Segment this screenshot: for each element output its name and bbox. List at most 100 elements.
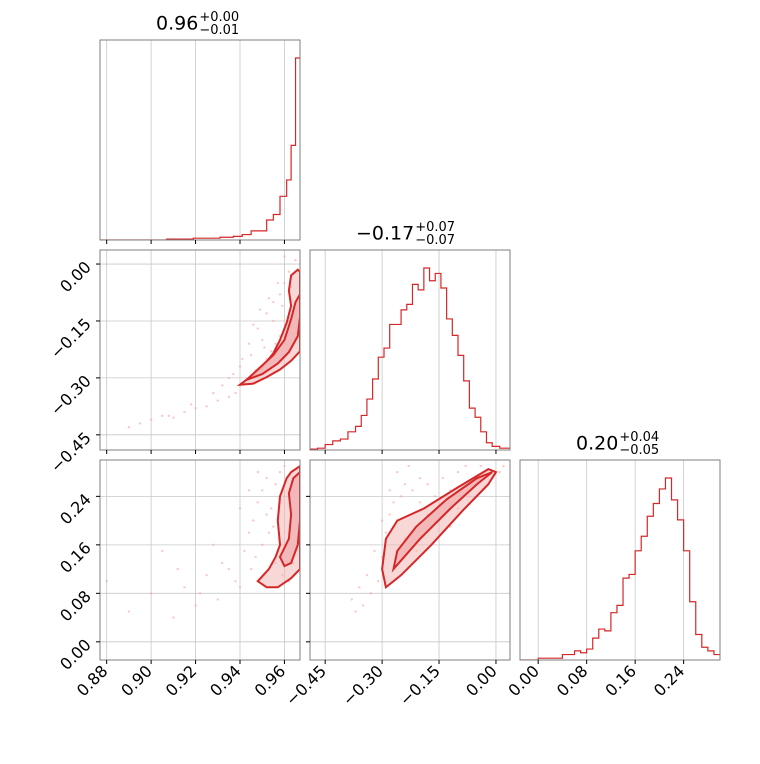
scatter-point — [365, 573, 369, 577]
scatter-point — [256, 470, 259, 474]
scatter-point — [138, 422, 142, 425]
scatter-point — [247, 342, 251, 345]
scatter-point — [227, 376, 231, 380]
scatter-point — [267, 531, 271, 534]
scatter-point — [294, 259, 297, 262]
scatter-point — [234, 391, 237, 395]
scatter-point — [261, 489, 264, 492]
title-minus: −0.05 — [619, 443, 660, 458]
scatter-point — [254, 555, 257, 559]
scatter-point — [189, 403, 193, 406]
scatter-point — [221, 384, 224, 387]
histogram-bar — [458, 355, 464, 450]
histogram-bar — [340, 439, 348, 450]
scatter-point — [388, 489, 391, 492]
histogram-p2 — [310, 267, 510, 450]
scatter-point — [256, 327, 259, 330]
scatter-point — [426, 483, 429, 486]
y-tick-label: 0.08 — [56, 587, 95, 626]
scatter-point — [212, 543, 215, 547]
scatter-point — [502, 464, 505, 468]
scatter-point — [265, 476, 268, 480]
scatter-point — [183, 586, 186, 589]
scatter-point — [283, 255, 286, 258]
scatter-point — [269, 507, 273, 510]
histogram-bar — [714, 655, 720, 660]
scatter-panel-p2-p3 — [350, 464, 505, 613]
histogram-bar — [605, 631, 611, 660]
histogram-bar — [635, 551, 641, 660]
title-plus: +0.04 — [619, 430, 660, 445]
scatter-point — [216, 399, 219, 402]
scatter-point — [238, 586, 242, 589]
scatter-point — [265, 513, 268, 516]
histogram-bar — [486, 443, 492, 450]
scatter-point — [377, 580, 380, 583]
y-ticks: 0.00 0.08 0.16 0.24 — [56, 490, 100, 674]
x-ticks: 0.00 0.08 0.16 0.24 — [504, 660, 688, 700]
scatter-point — [479, 464, 482, 468]
histogram-bar — [696, 635, 702, 660]
scatter-point — [434, 495, 437, 498]
scatter-point — [238, 365, 242, 368]
scatter-point — [265, 312, 268, 315]
scatter-point — [149, 418, 153, 421]
scatter-point — [269, 350, 273, 353]
title-param-2: −0.17 +0.07 −0.07 — [356, 221, 455, 247]
x-ticks: −0.45 −0.30 −0.15 0.00 — [282, 660, 501, 709]
histogram-bar — [395, 324, 401, 450]
scatter-point — [396, 470, 399, 474]
histogram-bar — [617, 605, 623, 660]
histogram-bar — [581, 653, 587, 660]
histogram-step-line — [100, 57, 300, 240]
x-tick-label: 0.00 — [462, 661, 501, 700]
scatter-point — [464, 464, 467, 468]
scatter-point — [276, 281, 279, 285]
scatter-point — [205, 573, 208, 577]
scatter-point — [272, 319, 275, 323]
x-tick-label: 0.24 — [650, 661, 689, 700]
histogram-bar — [435, 273, 441, 450]
title-param-1: 0.96 +0.00 −0.01 — [156, 11, 239, 37]
y-tick-label: 0.00 — [56, 257, 95, 296]
histogram-bar — [469, 408, 475, 450]
scatter-point — [172, 416, 175, 419]
x-tick-label: 0.16 — [601, 661, 640, 700]
histogram-bar — [287, 180, 291, 240]
scatter-point — [227, 395, 231, 399]
histogram-bar — [653, 503, 659, 660]
grid-lines — [310, 460, 510, 660]
scatter-point — [278, 293, 282, 296]
histogram-bar — [273, 215, 280, 240]
scatter-point — [161, 414, 164, 418]
histogram-bar — [623, 578, 629, 660]
x-tick-label: −0.15 — [396, 661, 444, 709]
scatter-point — [358, 586, 361, 589]
x-tick-label: −0.45 — [282, 661, 330, 709]
scatter-point — [127, 610, 131, 613]
scatter-point — [403, 483, 407, 486]
histogram-bar — [647, 516, 653, 660]
histogram-bar — [412, 284, 418, 450]
scatter-panel-p1-p2 — [127, 255, 300, 429]
scatter-point — [127, 426, 131, 429]
scatter-point — [183, 410, 186, 414]
scatter-point — [161, 549, 164, 553]
scatter-point — [216, 598, 219, 601]
histogram-bar — [464, 381, 470, 450]
histogram-bar — [562, 655, 574, 660]
scatter-point — [456, 470, 460, 474]
title-value: −0.17 — [356, 222, 415, 245]
histogram-bar — [280, 196, 287, 240]
histogram-bar — [659, 489, 665, 660]
contour-inner — [245, 292, 300, 381]
x-tick-label: −0.30 — [339, 661, 387, 709]
histogram-bar — [242, 235, 251, 240]
x-tick-label: 0.92 — [162, 661, 201, 700]
histogram-bar — [452, 335, 458, 450]
scatter-point — [258, 308, 262, 311]
histogram-step-line — [520, 477, 720, 660]
scatter-point — [256, 501, 259, 504]
scatter-point — [498, 470, 501, 474]
